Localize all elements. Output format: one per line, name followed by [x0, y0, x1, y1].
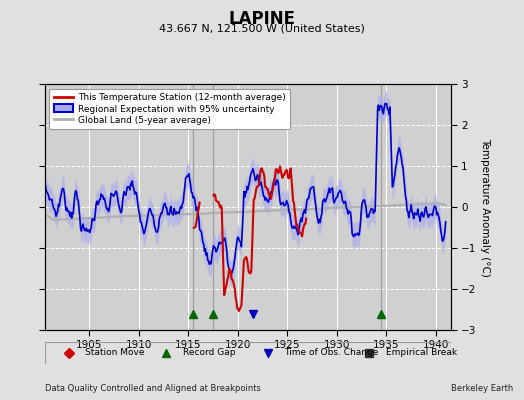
Text: Berkeley Earth: Berkeley Earth	[451, 384, 513, 393]
Y-axis label: Temperature Anomaly (°C): Temperature Anomaly (°C)	[481, 138, 490, 276]
Text: Data Quality Controlled and Aligned at Breakpoints: Data Quality Controlled and Aligned at B…	[45, 384, 260, 393]
Text: 43.667 N, 121.500 W (United States): 43.667 N, 121.500 W (United States)	[159, 23, 365, 33]
Legend: This Temperature Station (12-month average), Regional Expectation with 95% uncer: This Temperature Station (12-month avera…	[49, 88, 290, 130]
Text: LAPINE: LAPINE	[228, 10, 296, 28]
Text: Station Move: Station Move	[85, 348, 145, 357]
Text: Time of Obs. Change: Time of Obs. Change	[284, 348, 378, 357]
Text: Record Gap: Record Gap	[182, 348, 235, 357]
Text: Empirical Break: Empirical Break	[386, 348, 457, 357]
